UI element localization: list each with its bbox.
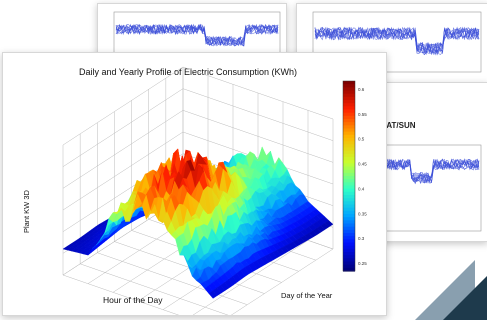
z-axis-label: Plant KW 3D xyxy=(22,189,31,233)
series-line xyxy=(115,23,279,47)
colorbar-segment xyxy=(343,245,355,250)
colorbar-segment xyxy=(343,267,355,272)
colorbar-tick-label: 0.55 xyxy=(358,112,367,117)
colorbar-segment xyxy=(343,166,355,171)
colorbar-segment xyxy=(343,144,355,149)
colorbar-segment xyxy=(343,153,355,158)
colorbar-segment xyxy=(343,169,355,174)
colorbar-tick-label: 0.3 xyxy=(358,236,365,241)
colorbar-tick-label: 0.35 xyxy=(358,211,367,216)
colorbar-segment xyxy=(343,179,355,183)
colorbar-segment xyxy=(343,223,355,228)
colorbar: 0.6 0.55 0.5 0.45 0.4 0.35 0.3 0.25 xyxy=(342,80,367,272)
colorbar-segment xyxy=(343,226,355,231)
colorbar-segment xyxy=(343,100,355,104)
series-line xyxy=(115,23,279,46)
colorbar-segment xyxy=(343,198,355,202)
colorbar-segment xyxy=(343,119,355,123)
colorbar-segment xyxy=(343,188,355,193)
colorbar-segment xyxy=(343,258,355,263)
load-profile-plot-b xyxy=(312,11,482,73)
colorbar-segment xyxy=(343,138,355,142)
colorbar-segment xyxy=(343,236,355,240)
colorbar-segment xyxy=(343,128,355,133)
decorative-corner-wedge-dark xyxy=(443,276,487,320)
plot-frame xyxy=(312,11,482,73)
colorbar-segment xyxy=(343,87,355,92)
colorbar-frame xyxy=(342,80,356,272)
colorbar-segment xyxy=(343,93,355,98)
colorbar-segment xyxy=(343,103,355,107)
grid-line xyxy=(62,110,184,189)
colorbar-segment xyxy=(343,160,355,164)
colorbar-segment xyxy=(343,163,355,168)
colorbar-tick-label: 0.6 xyxy=(358,87,365,92)
colorbar-segment xyxy=(343,220,355,225)
colorbar-segment xyxy=(343,147,355,152)
colorbar-segment xyxy=(343,252,355,256)
colorbar-segment xyxy=(343,122,355,126)
colorbar-segment xyxy=(343,201,355,206)
colorbar-segment xyxy=(343,204,355,209)
colorbar-segment xyxy=(343,185,355,190)
colorbar-tick-label: 0.45 xyxy=(358,162,367,167)
colorbar-segment xyxy=(343,109,355,114)
x-axis-label: Hour of the Day xyxy=(103,295,163,305)
colorbar-segment xyxy=(343,248,355,253)
surface-plot-figure: Daily and Yearly Profile of Electric Con… xyxy=(2,52,387,316)
colorbar-segment xyxy=(343,115,355,120)
colorbar-segment xyxy=(343,106,355,111)
colorbar-tick-label: 0.5 xyxy=(358,137,365,142)
colorbar-segment xyxy=(343,195,355,199)
grid-line xyxy=(231,248,334,315)
colorbar-segment xyxy=(343,242,355,247)
colorbar-segment xyxy=(343,150,355,155)
surface-plot: Daily and Yearly Profile of Electric Con… xyxy=(22,66,367,315)
colorbar-segment xyxy=(343,207,355,212)
surface-cell xyxy=(208,290,218,299)
colorbar-segment xyxy=(343,131,355,136)
series-line xyxy=(314,26,480,54)
colorbar-segment xyxy=(343,134,355,139)
colorbar-segment xyxy=(343,81,355,85)
colorbar-segment xyxy=(343,214,355,218)
series-line xyxy=(314,26,480,56)
grid-line xyxy=(62,66,184,146)
series-line xyxy=(314,26,480,54)
colorbar-segment xyxy=(343,96,355,101)
colorbar-segment xyxy=(343,255,355,259)
colorbar-segment xyxy=(343,233,355,237)
colorbar-segment xyxy=(343,90,355,95)
chart-title: SAT/SUN xyxy=(381,121,416,130)
colorbar-segment xyxy=(343,112,355,117)
colorbar-segment xyxy=(343,239,355,244)
series-lines xyxy=(314,26,480,56)
grid-line xyxy=(62,131,184,211)
colorbar-segment xyxy=(343,172,355,177)
y-axis-label: Day of the Year xyxy=(281,291,333,300)
chart-title: Daily and Yearly Profile of Electric Con… xyxy=(79,67,297,77)
colorbar-segment xyxy=(343,182,355,187)
surface-mesh xyxy=(62,146,334,299)
colorbar-tick-label: 0.4 xyxy=(358,186,365,191)
grid-line xyxy=(62,88,184,167)
colorbar-segment xyxy=(343,84,355,88)
colorbar-segment xyxy=(343,217,355,221)
colorbar-segment xyxy=(343,141,355,145)
colorbar-segment xyxy=(343,191,355,196)
colorbar-tick-label: 0.25 xyxy=(358,261,367,266)
series-line xyxy=(314,26,480,55)
colorbar-segment xyxy=(343,210,355,215)
series-line xyxy=(115,23,279,47)
colorbar-segment xyxy=(343,229,355,234)
colorbar-segment xyxy=(343,264,355,269)
colorbar-segment xyxy=(343,157,355,161)
grid-line xyxy=(192,240,309,315)
colorbar-segment xyxy=(343,176,355,180)
colorbar-segment xyxy=(343,125,355,130)
series-lines xyxy=(115,23,279,47)
colorbar-segment xyxy=(343,261,355,266)
